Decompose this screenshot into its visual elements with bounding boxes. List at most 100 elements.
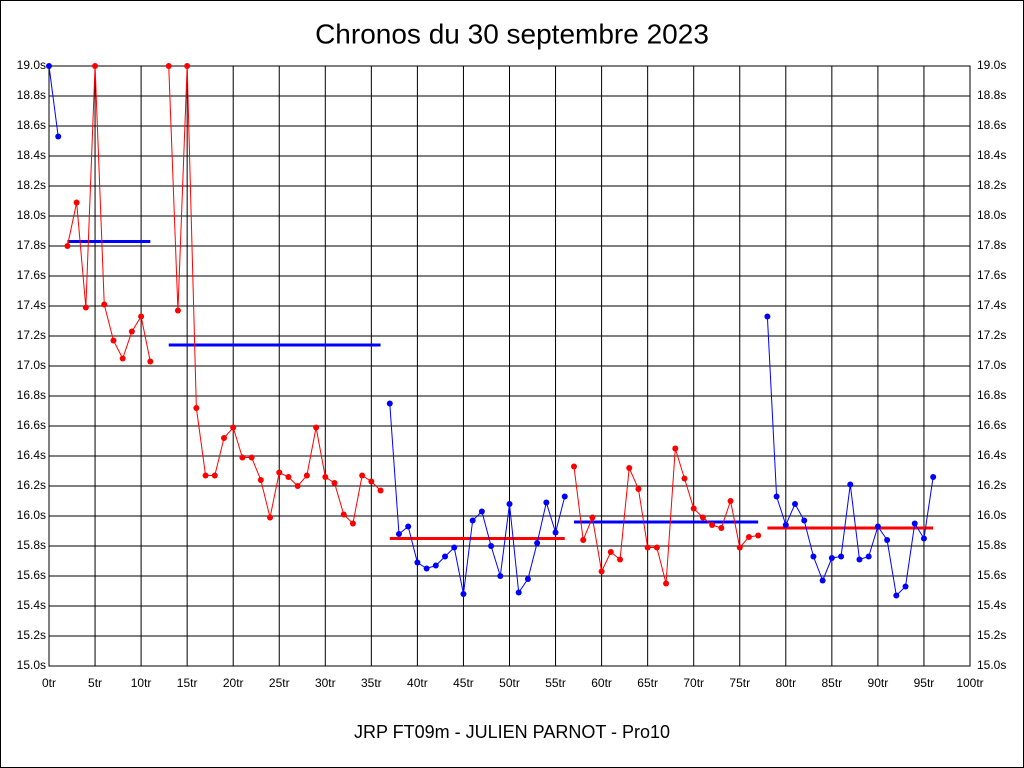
data-point <box>110 337 117 344</box>
x-tick-label: 85tr <box>822 676 843 690</box>
data-point <box>681 475 688 482</box>
data-point <box>570 463 577 470</box>
data-point <box>119 355 126 362</box>
data-point <box>377 487 384 494</box>
data-point <box>368 478 375 485</box>
x-tick-label: 0tr <box>42 676 56 690</box>
y-tick-label: 16.0s <box>17 508 46 522</box>
x-tick-label: 100tr <box>956 676 983 690</box>
data-point <box>230 424 237 431</box>
data-point <box>745 534 752 540</box>
data-point <box>101 301 108 308</box>
data-point <box>718 525 725 531</box>
data-point <box>267 514 274 521</box>
y2-tick-label: 16.4s <box>977 448 1006 462</box>
x-tick-label: 50tr <box>499 676 520 690</box>
data-point <box>764 313 771 320</box>
data-point <box>838 553 845 560</box>
y2-tick-label: 15.2s <box>977 628 1006 642</box>
y-tick-label: 17.0s <box>17 358 46 372</box>
data-point <box>709 522 716 528</box>
data-point <box>211 472 218 479</box>
data-point <box>736 544 743 551</box>
data-point <box>386 400 393 407</box>
y2-tick-label: 17.2s <box>977 328 1006 342</box>
data-point <box>322 474 329 480</box>
data-point <box>589 514 596 521</box>
data-point <box>349 520 356 527</box>
y2-tick-label: 16.0s <box>977 508 1006 522</box>
y-tick-label: 15.2s <box>17 628 46 642</box>
y2-tick-label: 17.6s <box>977 268 1006 282</box>
data-point <box>607 549 614 555</box>
y2-tick-label: 18.2s <box>977 178 1006 192</box>
data-point <box>138 313 145 320</box>
data-point <box>792 501 799 507</box>
data-point <box>73 199 80 206</box>
y-tick-label: 15.6s <box>17 568 46 582</box>
data-point <box>819 577 826 584</box>
data-point <box>55 133 62 140</box>
y-tick-label: 18.2s <box>17 178 46 192</box>
data-point <box>294 483 301 489</box>
x-tick-label: 60tr <box>591 676 612 690</box>
x-tick-label: 40tr <box>407 676 428 690</box>
x-tick-label: 95tr <box>914 676 935 690</box>
y-tick-label: 16.2s <box>17 478 46 492</box>
chart-title: Chronos du 30 septembre 2023 <box>315 18 709 49</box>
data-point <box>414 559 421 566</box>
x-tick-label: 70tr <box>683 676 704 690</box>
data-point <box>174 307 181 314</box>
y2-tick-label: 19.0s <box>977 58 1006 72</box>
data-point <box>82 304 89 311</box>
y2-tick-label: 16.6s <box>977 418 1006 432</box>
y2-tick-label: 15.0s <box>977 658 1006 672</box>
data-point <box>276 469 283 476</box>
y2-tick-label: 18.0s <box>977 208 1006 222</box>
data-point <box>147 358 154 365</box>
data-point <box>313 424 320 431</box>
x-tick-label: 45tr <box>453 676 474 690</box>
y2-tick-label: 15.6s <box>977 568 1006 582</box>
data-point <box>478 508 485 515</box>
y2-tick-label: 15.8s <box>977 538 1006 552</box>
data-point <box>782 522 789 528</box>
data-point <box>644 544 651 551</box>
data-point <box>911 520 918 527</box>
x-tick-label: 80tr <box>775 676 796 690</box>
data-point <box>552 529 559 536</box>
data-point <box>488 543 495 549</box>
x-tick-label: 5tr <box>88 676 102 690</box>
data-point <box>828 555 835 561</box>
data-point <box>128 328 135 335</box>
data-point <box>580 537 587 543</box>
data-point <box>699 514 706 521</box>
data-point <box>773 493 780 500</box>
data-point <box>442 553 449 560</box>
data-point <box>847 481 854 488</box>
y2-tick-label: 15.4s <box>977 598 1006 612</box>
y2-tick-label: 16.2s <box>977 478 1006 492</box>
y-tick-label: 17.4s <box>17 298 46 312</box>
data-point <box>202 472 209 479</box>
data-point <box>874 523 881 530</box>
data-point <box>884 537 891 543</box>
y-tick-label: 15.4s <box>17 598 46 612</box>
y-tick-label: 16.4s <box>17 448 46 462</box>
y-tick-label: 17.8s <box>17 238 46 252</box>
data-point <box>92 63 99 69</box>
x-tick-label: 55tr <box>545 676 566 690</box>
x-tick-label: 90tr <box>868 676 889 690</box>
data-point <box>64 243 71 249</box>
y-tick-label: 18.8s <box>17 88 46 102</box>
y2-tick-label: 17.4s <box>977 298 1006 312</box>
data-point <box>801 517 808 524</box>
data-point <box>653 544 660 551</box>
y-tick-label: 15.8s <box>17 538 46 552</box>
data-point <box>432 562 439 569</box>
data-point <box>451 544 458 551</box>
data-point <box>405 523 412 530</box>
x-tick-label: 25tr <box>269 676 290 690</box>
data-point <box>331 480 338 486</box>
data-point <box>460 591 467 597</box>
